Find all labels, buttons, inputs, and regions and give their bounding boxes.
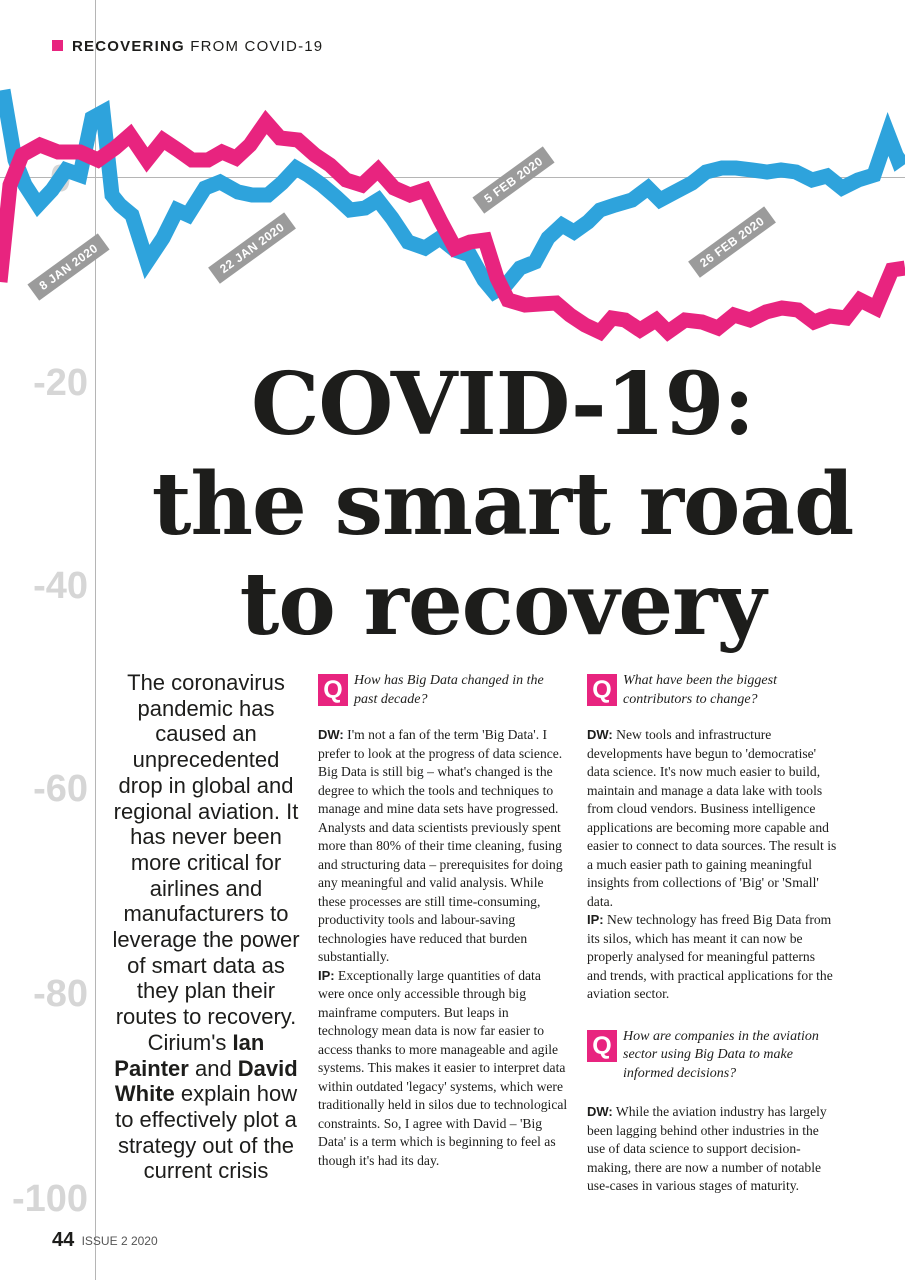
issue-label: ISSUE 2 2020 bbox=[81, 1234, 158, 1248]
answer-1-dw-text: I'm not a fan of the term 'Big Data'. I … bbox=[318, 727, 563, 964]
column-right: Q What have been the biggest contributor… bbox=[587, 672, 837, 1196]
axis-label-minus-80: -80 bbox=[33, 973, 88, 1015]
answer-1-ip-text: Exceptionally large quantities of data w… bbox=[318, 967, 568, 1168]
answer-2-ip: IP: New technology has freed Big Data fr… bbox=[587, 911, 837, 1004]
question-3: Q How are companies in the aviation sect… bbox=[587, 1028, 837, 1084]
q-badge: Q bbox=[587, 1029, 617, 1062]
title-line-2: the smart road bbox=[151, 454, 855, 555]
answer-3-dw: DW: While the aviation industry has larg… bbox=[587, 1103, 837, 1196]
speaker-dw: DW: bbox=[587, 727, 613, 742]
intro-standfirst: The coronavirus pandemic has caused an u… bbox=[108, 670, 304, 1184]
column-middle: Q How has Big Data changed in the past d… bbox=[318, 672, 568, 1170]
pink-trend-line bbox=[0, 109, 905, 342]
intro-text-part-2: and bbox=[188, 1055, 238, 1081]
intro-text-part-1: The coronavirus pandemic has caused an u… bbox=[112, 670, 300, 1055]
chart-zero-line bbox=[0, 177, 905, 178]
answer-1-dw: DW: I'm not a fan of the term 'Big Data'… bbox=[318, 726, 568, 967]
section-marker-square bbox=[52, 40, 63, 51]
speaker-ip: IP: bbox=[587, 912, 604, 927]
question-3-text: How are companies in the aviation sector… bbox=[623, 1028, 819, 1081]
axis-label-minus-40: -40 bbox=[33, 565, 88, 607]
q-badge: Q bbox=[587, 674, 617, 706]
question-1-text: How has Big Data changed in the past dec… bbox=[354, 673, 544, 707]
answer-2-ip-text: New technology has freed Big Data from i… bbox=[587, 912, 833, 1001]
answer-1-ip: IP: Exceptionally large quantities of da… bbox=[318, 967, 568, 1171]
answer-2-dw-text: New tools and infrastructure development… bbox=[587, 727, 837, 909]
axis-label-minus-60: -60 bbox=[33, 768, 88, 810]
section-header: RECOVERING FROM COVID-19 bbox=[52, 38, 323, 55]
question-1: Q How has Big Data changed in the past d… bbox=[318, 672, 568, 712]
page-footer: 44 ISSUE 2 2020 bbox=[52, 1229, 158, 1252]
q-badge: Q bbox=[318, 674, 348, 706]
intro-name-david-white: David White bbox=[114, 1055, 298, 1107]
question-2-text: What have been the biggest contributors … bbox=[623, 673, 777, 707]
page-number: 44 bbox=[52, 1229, 75, 1251]
answer-2-dw: DW: New tools and infrastructure develop… bbox=[587, 726, 837, 911]
title-line-1: COVID-19: bbox=[250, 354, 755, 455]
blue-trend-line bbox=[0, 88, 905, 302]
section-label-rest: FROM COVID-19 bbox=[190, 38, 324, 55]
chart-vertical-axis-line bbox=[95, 0, 96, 1280]
article-title: COVID-19: the smart road to recovery bbox=[100, 355, 905, 655]
speaker-dw: DW: bbox=[318, 727, 344, 742]
background-line-chart bbox=[0, 88, 905, 342]
intro-name-ian-painter: Ian Painter bbox=[114, 1029, 265, 1081]
title-line-3: to recovery bbox=[239, 554, 767, 655]
axis-label-minus-20: -20 bbox=[33, 362, 88, 404]
speaker-ip: IP: bbox=[318, 967, 335, 983]
question-2: Q What have been the biggest contributor… bbox=[587, 672, 837, 712]
section-label-bold: RECOVERING bbox=[72, 38, 185, 55]
speaker-dw: DW: bbox=[587, 1104, 613, 1119]
answer-3-dw-text: While the aviation industry has largely … bbox=[587, 1104, 827, 1193]
axis-label-minus-100: -100 bbox=[11, 1178, 88, 1220]
intro-text-part-3: explain how to effectively plot a strate… bbox=[115, 1081, 298, 1184]
